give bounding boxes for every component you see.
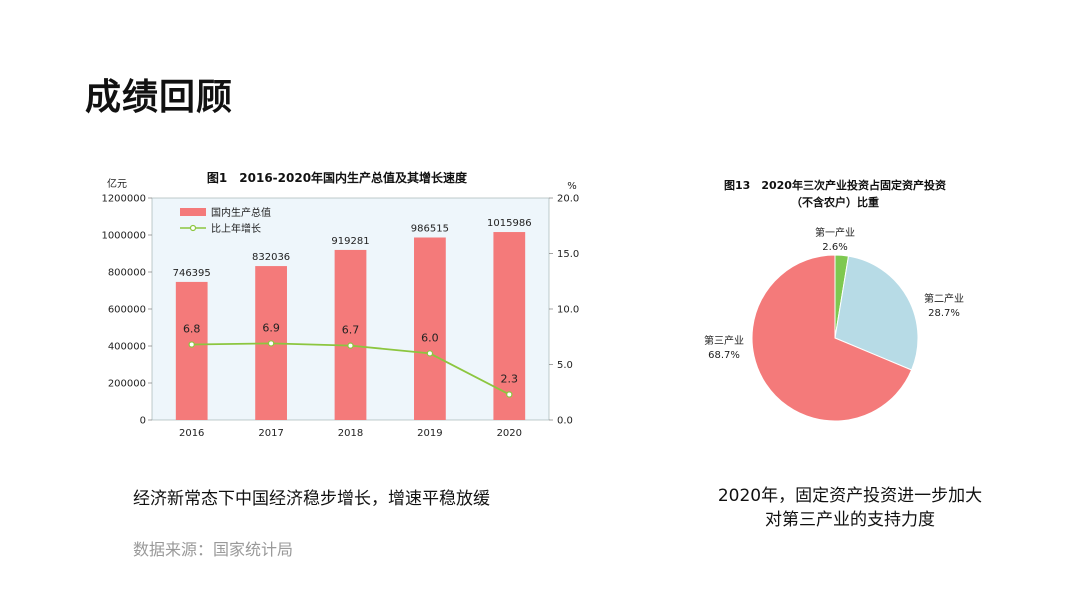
growth-label: 6.9 bbox=[262, 321, 280, 334]
growth-point bbox=[426, 350, 434, 357]
pie-chart-caption: 2020年，固定资产投资进一步加大 对第三产业的支持力度 bbox=[690, 484, 1010, 532]
pie-caption-line2: 对第三产业的支持力度 bbox=[765, 510, 935, 530]
y-tick-label: 400000 bbox=[108, 342, 146, 353]
bar-chart-title: 图1 2016-2020年国内生产总值及其增长速度 bbox=[207, 170, 468, 185]
growth-point bbox=[267, 340, 275, 347]
growth-point bbox=[347, 342, 354, 349]
gdp-bar bbox=[334, 249, 367, 420]
legend-line-label: 比上年增长 bbox=[211, 222, 261, 235]
x-tick-label: 2020 bbox=[497, 428, 522, 439]
y-axis-unit: 亿元 bbox=[107, 177, 127, 190]
x-tick-label: 2018 bbox=[338, 428, 363, 439]
pie-label-name-secondary: 第二产业 bbox=[924, 292, 964, 305]
pie-label-value-secondary: 28.7% bbox=[928, 308, 960, 319]
y-tick-label: 600000 bbox=[108, 305, 146, 316]
gdp-bar-label: 919281 bbox=[331, 236, 369, 247]
growth-label: 6.0 bbox=[421, 331, 439, 344]
source-note: 数据来源：国家统计局 bbox=[133, 540, 294, 559]
y-tick-label: 1200000 bbox=[101, 194, 146, 205]
x-tick-label: 2016 bbox=[179, 428, 204, 439]
gdp-bar-label: 832036 bbox=[252, 252, 290, 263]
pie-chart-title-line1: 图13 2020年三次产业投资占固定资产投资 bbox=[724, 178, 946, 192]
pie-slice bbox=[834, 255, 919, 371]
legend-line-marker bbox=[189, 224, 197, 232]
growth-label: 6.8 bbox=[183, 323, 201, 336]
y2-tick-label: 20.0 bbox=[557, 194, 579, 205]
y2-tick-label: 15.0 bbox=[557, 249, 579, 260]
investment-pie-chart: 图13 2020年三次产业投资占固定资产投资 （不含农户）比重 第一产业 2.6… bbox=[690, 170, 980, 430]
pie-label-name-primary: 第一产业 bbox=[815, 226, 855, 239]
gdp-bar-label: 1015986 bbox=[487, 218, 532, 229]
pie-slice bbox=[751, 254, 913, 422]
y2-tick-label: 0.0 bbox=[557, 416, 573, 427]
growth-label: 6.7 bbox=[342, 324, 360, 337]
gdp-chart: 图1 2016-2020年国内生产总值及其增长速度 亿元 % 0 200000 40… bbox=[95, 165, 580, 445]
pie-chart-title-line2: （不含农户）比重 bbox=[791, 195, 879, 209]
y-tick-label: 200000 bbox=[108, 379, 146, 390]
page-title: 成绩回顾 bbox=[85, 77, 234, 118]
gdp-bar-label: 986515 bbox=[411, 223, 449, 234]
legend-bar-label: 国内生产总值 bbox=[211, 206, 271, 219]
x-tick-label: 2019 bbox=[417, 428, 442, 439]
y-tick-label: 1000000 bbox=[101, 231, 146, 242]
gdp-chart-caption: 经济新常态下中国经济稳步增长，增速平稳放缓 bbox=[133, 489, 490, 509]
y2-axis-unit: % bbox=[567, 181, 577, 192]
legend-bar-swatch bbox=[180, 208, 206, 216]
gdp-bar bbox=[175, 281, 208, 420]
pie-label-name-tertiary: 第三产业 bbox=[704, 334, 744, 347]
pie-label-value-primary: 2.6% bbox=[822, 242, 847, 253]
growth-point bbox=[188, 341, 195, 348]
pie-caption-line1: 2020年，固定资产投资进一步加大 bbox=[717, 486, 983, 506]
growth-point bbox=[506, 391, 513, 398]
y2-tick-label: 5.0 bbox=[557, 360, 573, 371]
y-tick-label: 800000 bbox=[108, 268, 146, 279]
gdp-bar-label: 746395 bbox=[173, 268, 211, 279]
y-tick-label: 0 bbox=[140, 416, 146, 427]
gdp-bar bbox=[414, 237, 446, 420]
x-tick-label: 2017 bbox=[258, 428, 283, 439]
pie-label-value-tertiary: 68.7% bbox=[708, 350, 740, 361]
growth-label: 2.3 bbox=[501, 372, 519, 385]
y2-tick-label: 10.0 bbox=[557, 305, 579, 316]
